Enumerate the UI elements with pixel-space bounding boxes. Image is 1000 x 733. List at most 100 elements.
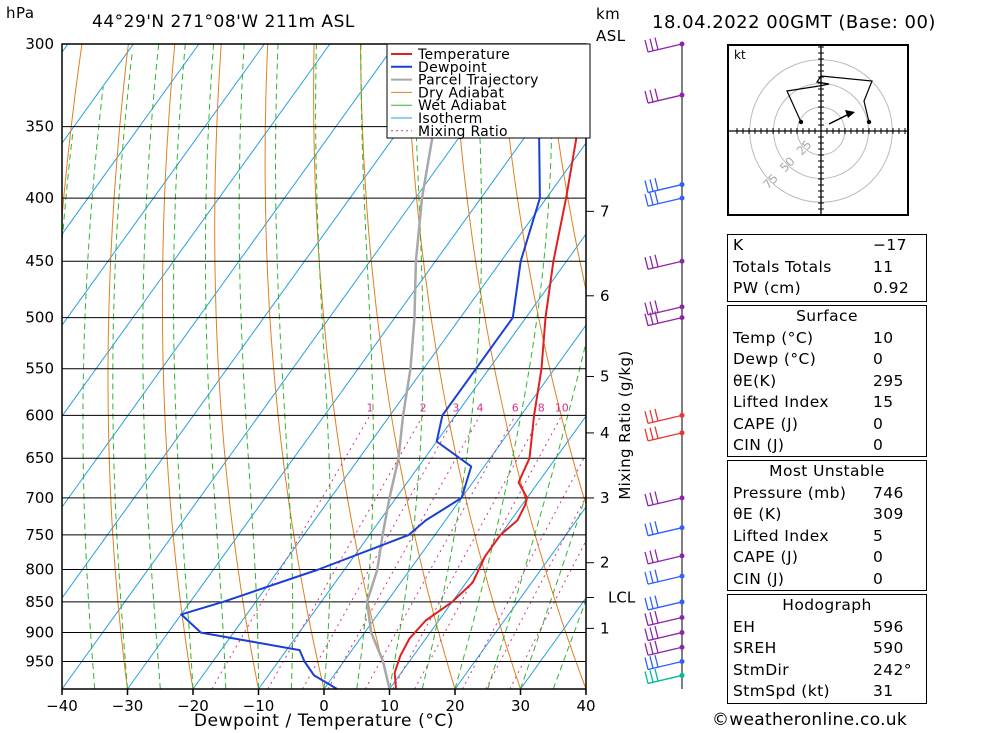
- surface-title: Surface: [796, 307, 858, 325]
- legend-box: [386, 43, 591, 139]
- pw-value: 0.92: [873, 279, 910, 297]
- plot-frame: [61, 43, 587, 690]
- wind-barb: [644, 37, 685, 53]
- pressure-tick-label: 900: [25, 624, 54, 642]
- legend-label: Dewpoint: [418, 60, 487, 76]
- wind-barb: [644, 408, 685, 424]
- wet-adiabat-line: [82, 86, 104, 689]
- most-unstable-row: CAPE (J) 0: [728, 547, 926, 569]
- wind-barb: [644, 610, 685, 627]
- isotherm-line: [0, 44, 2, 689]
- pressure-tick-label: 350: [25, 118, 54, 136]
- dry-adiabat-line: [452, 44, 586, 689]
- dry-adiabat-line: [107, 44, 129, 689]
- hodograph-param-row: SREH 590: [728, 638, 926, 660]
- wet-adiabat-line: [520, 494, 586, 689]
- most-unstable-table: Most Unstable Pressure (mb) 746 θE (K) 309 L…: [727, 460, 927, 591]
- datetime-label: 18.04.2022 00GMT (Base: 00): [652, 12, 936, 33]
- mixing-ratio-line: [364, 415, 516, 689]
- wind-barb: [644, 426, 685, 442]
- totals-totals-value: 11: [873, 257, 894, 276]
- location-label: 44°29'N 271°08'W 211m ASL: [92, 12, 355, 32]
- surface-label: θE(K): [733, 371, 777, 390]
- km-tick-label: 2: [600, 554, 610, 572]
- totals-totals-label: Totals Totals: [733, 257, 832, 276]
- isotherm-line: [62, 44, 462, 599]
- pressure-tick-label: 550: [25, 360, 54, 378]
- hodograph-unit-label: kt: [734, 48, 746, 62]
- most-unstable-value: 0: [873, 548, 884, 566]
- wind-barb: [644, 595, 685, 611]
- wind-barb: [644, 549, 685, 565]
- hodograph-param-row: StmSpd (kt) 31: [728, 681, 926, 703]
- wind-barb: [644, 300, 685, 316]
- storm-motion-arrow-head: [845, 110, 855, 118]
- most-unstable-label: CIN (J): [733, 569, 785, 588]
- wind-barb: [644, 311, 685, 327]
- surface-value: 295: [873, 371, 904, 390]
- k-index-label: K: [733, 236, 744, 254]
- surface-row: CAPE (J) 0: [728, 414, 926, 436]
- mixing-ratio-label: 8: [538, 401, 545, 414]
- km-tick-label: 7: [600, 202, 610, 220]
- legend-label: Isotherm: [418, 111, 483, 127]
- mixing-ratio-label: 3: [452, 401, 459, 414]
- hodograph-ring-label: 75: [760, 171, 781, 192]
- wind-barb: [644, 668, 685, 685]
- wind-barb: [644, 625, 685, 642]
- legend-label: Mixing Ratio: [418, 124, 508, 140]
- pressure-tick-label: 950: [25, 653, 54, 671]
- most-unstable-label: Pressure (mb): [733, 483, 847, 502]
- most-unstable-value: 5: [873, 526, 884, 545]
- mixing-ratio-label: 4: [477, 401, 484, 414]
- k-index-row: K −17: [728, 235, 926, 257]
- hodograph-param-value: 31: [873, 682, 894, 700]
- asl-unit-label: ASL: [596, 27, 626, 45]
- surface-row: Lifted Index 15: [728, 392, 926, 414]
- k-index-value: −17: [873, 236, 907, 254]
- most-unstable-label: Lifted Index: [733, 526, 829, 545]
- hodograph-param-label: StmSpd (kt): [733, 682, 831, 700]
- hodograph-param-value: 590: [873, 639, 904, 657]
- wind-barb: [644, 521, 685, 537]
- credit-label: ©weatheronline.co.uk: [712, 710, 908, 730]
- mixing-ratio-label: 2: [420, 401, 427, 414]
- most-unstable-row: CIN (J) 0: [728, 569, 926, 591]
- most-unstable-row: Lifted Index 5: [728, 526, 926, 548]
- mixing-ratio-label: 6: [512, 401, 519, 414]
- temp-tick-label: −40: [46, 697, 78, 715]
- dewpoint-curve: [180, 44, 541, 689]
- wet-adiabat-line: [205, 44, 227, 689]
- lcl-label: LCL: [608, 589, 636, 607]
- wind-barb: [644, 191, 685, 207]
- isotherm-line: [323, 324, 586, 689]
- mixing-ratio-label: 10: [555, 401, 569, 414]
- surface-table: Surface Temp (°C) 10 Dewp (°C) 0 θE(K) 295 Lif…: [727, 305, 927, 457]
- hodograph-table-title: Hodograph: [782, 596, 872, 614]
- surface-value: 0: [873, 414, 884, 433]
- isotherm-line: [389, 415, 586, 689]
- wet-adiabat-line: [173, 44, 194, 689]
- dry-adiabat-line: [686, 44, 720, 689]
- wind-barb: [644, 88, 685, 104]
- hodograph-param-label: EH: [733, 617, 756, 636]
- pressure-unit-label: hPa: [6, 4, 35, 22]
- wet-adiabat-line: [62, 134, 74, 689]
- surface-value: 0: [873, 436, 884, 454]
- mixing-ratio-label: 1: [367, 401, 374, 414]
- surface-row: Temp (°C) 10: [728, 328, 926, 350]
- surface-label: Lifted Index: [733, 393, 829, 411]
- wet-adiabat-line: [112, 52, 133, 689]
- legend-label: Temperature: [417, 47, 510, 63]
- hodograph-ring-label: 25: [794, 137, 815, 158]
- pw-row: PW (cm) 0.92: [728, 278, 926, 300]
- km-unit-label: km: [596, 5, 621, 23]
- most-unstable-label: CAPE (J): [733, 548, 799, 566]
- pressure-tick-label: 850: [25, 593, 54, 611]
- most-unstable-title: Most Unstable: [769, 462, 885, 480]
- surface-label: Dewp (°C): [733, 350, 817, 368]
- pressure-tick-label: 500: [25, 309, 54, 327]
- wet-adiabat-line: [275, 44, 294, 689]
- most-unstable-value: 0: [873, 569, 884, 588]
